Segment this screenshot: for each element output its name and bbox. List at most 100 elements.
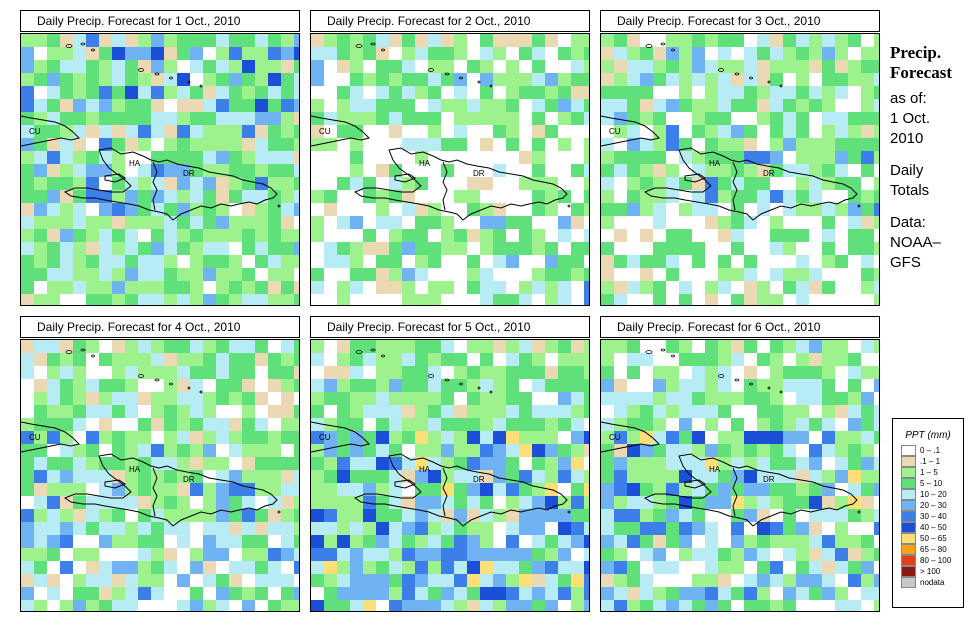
precip-cell	[783, 340, 796, 353]
precip-cell	[138, 60, 151, 73]
precip-cell	[376, 431, 389, 444]
precip-cell	[350, 34, 363, 47]
precip-cell	[506, 60, 519, 73]
precip-cell	[21, 470, 34, 483]
precip-cell	[545, 34, 558, 47]
precip-cell	[99, 268, 112, 281]
precip-cell	[164, 203, 177, 216]
precip-cell	[584, 431, 589, 444]
precip-cell	[467, 86, 480, 99]
precip-cell	[363, 392, 376, 405]
precip-cell	[112, 242, 125, 255]
precip-cell	[744, 190, 757, 203]
precip-cell	[441, 340, 454, 353]
precip-cell	[441, 112, 454, 125]
precip-cell	[809, 496, 822, 509]
precip-cell	[203, 379, 216, 392]
precip-cell	[571, 281, 584, 294]
precip-cell	[21, 509, 34, 522]
precip-cell	[21, 431, 34, 444]
precip-cell	[601, 86, 614, 99]
precip-cell	[164, 470, 177, 483]
precip-cell	[402, 431, 415, 444]
precip-cell	[532, 242, 545, 255]
precip-cell	[177, 366, 190, 379]
precip-cell	[216, 405, 229, 418]
precip-cell	[337, 457, 350, 470]
precip-cell	[415, 444, 428, 457]
precip-cell	[376, 164, 389, 177]
precip-cell	[389, 268, 402, 281]
precip-cell	[848, 535, 861, 548]
precip-cell	[653, 255, 666, 268]
precip-cell	[796, 340, 809, 353]
precip-cell	[571, 203, 584, 216]
precip-cell	[770, 294, 783, 305]
precip-cell	[679, 99, 692, 112]
precip-cell	[73, 216, 86, 229]
precip-cell	[441, 99, 454, 112]
precip-cell	[718, 392, 731, 405]
precip-cell	[744, 268, 757, 281]
precip-cell	[783, 353, 796, 366]
precip-cell	[428, 34, 441, 47]
precip-cell	[601, 73, 614, 86]
precip-cell	[86, 431, 99, 444]
precip-cell	[493, 574, 506, 587]
precip-cell	[558, 340, 571, 353]
precip-cell	[255, 60, 268, 73]
precip-cell	[692, 229, 705, 242]
precip-cell	[428, 457, 441, 470]
precip-cell	[666, 216, 679, 229]
precip-cell	[558, 353, 571, 366]
precip-cell	[770, 255, 783, 268]
precip-cell	[268, 535, 281, 548]
islet-outline	[355, 350, 363, 354]
precip-cell	[441, 216, 454, 229]
precip-cell	[493, 353, 506, 366]
precip-cell	[532, 112, 545, 125]
precip-cell	[874, 60, 879, 73]
precip-cell	[242, 73, 255, 86]
precip-cell	[311, 34, 324, 47]
precip-cell	[151, 86, 164, 99]
coastline	[353, 453, 568, 527]
precip-cell	[164, 366, 177, 379]
precip-cell	[835, 509, 848, 522]
precip-cell	[666, 444, 679, 457]
precip-cell	[783, 483, 796, 496]
precip-cell	[350, 229, 363, 242]
precip-cell	[822, 229, 835, 242]
precip-cell	[822, 587, 835, 600]
precip-cell	[151, 190, 164, 203]
precip-cell	[584, 535, 589, 548]
precip-cell	[584, 151, 589, 164]
precip-cell	[519, 47, 532, 60]
precip-cell	[389, 229, 402, 242]
precip-cell	[467, 138, 480, 151]
precip-cell	[99, 561, 112, 574]
precip-cell	[653, 405, 666, 418]
country-label-dominican_republic: DR	[183, 169, 195, 178]
precip-cell	[614, 99, 627, 112]
precip-cell	[640, 418, 653, 431]
precip-cell	[558, 281, 571, 294]
precip-cell	[138, 190, 151, 203]
precip-cell	[614, 203, 627, 216]
precip-cell	[874, 73, 879, 86]
precip-cell	[506, 574, 519, 587]
precip-cell	[783, 216, 796, 229]
legend-swatch	[901, 489, 916, 500]
precip-cell	[311, 125, 324, 138]
precip-cell	[190, 561, 203, 574]
precip-cell	[125, 496, 138, 509]
precip-cell	[125, 548, 138, 561]
precip-cell	[311, 548, 324, 561]
precip-cell	[731, 587, 744, 600]
precip-cell	[311, 86, 324, 99]
precip-cell	[99, 379, 112, 392]
precip-cell	[125, 34, 138, 47]
precip-cell	[757, 99, 770, 112]
precip-cell	[835, 203, 848, 216]
precip-cell	[190, 229, 203, 242]
